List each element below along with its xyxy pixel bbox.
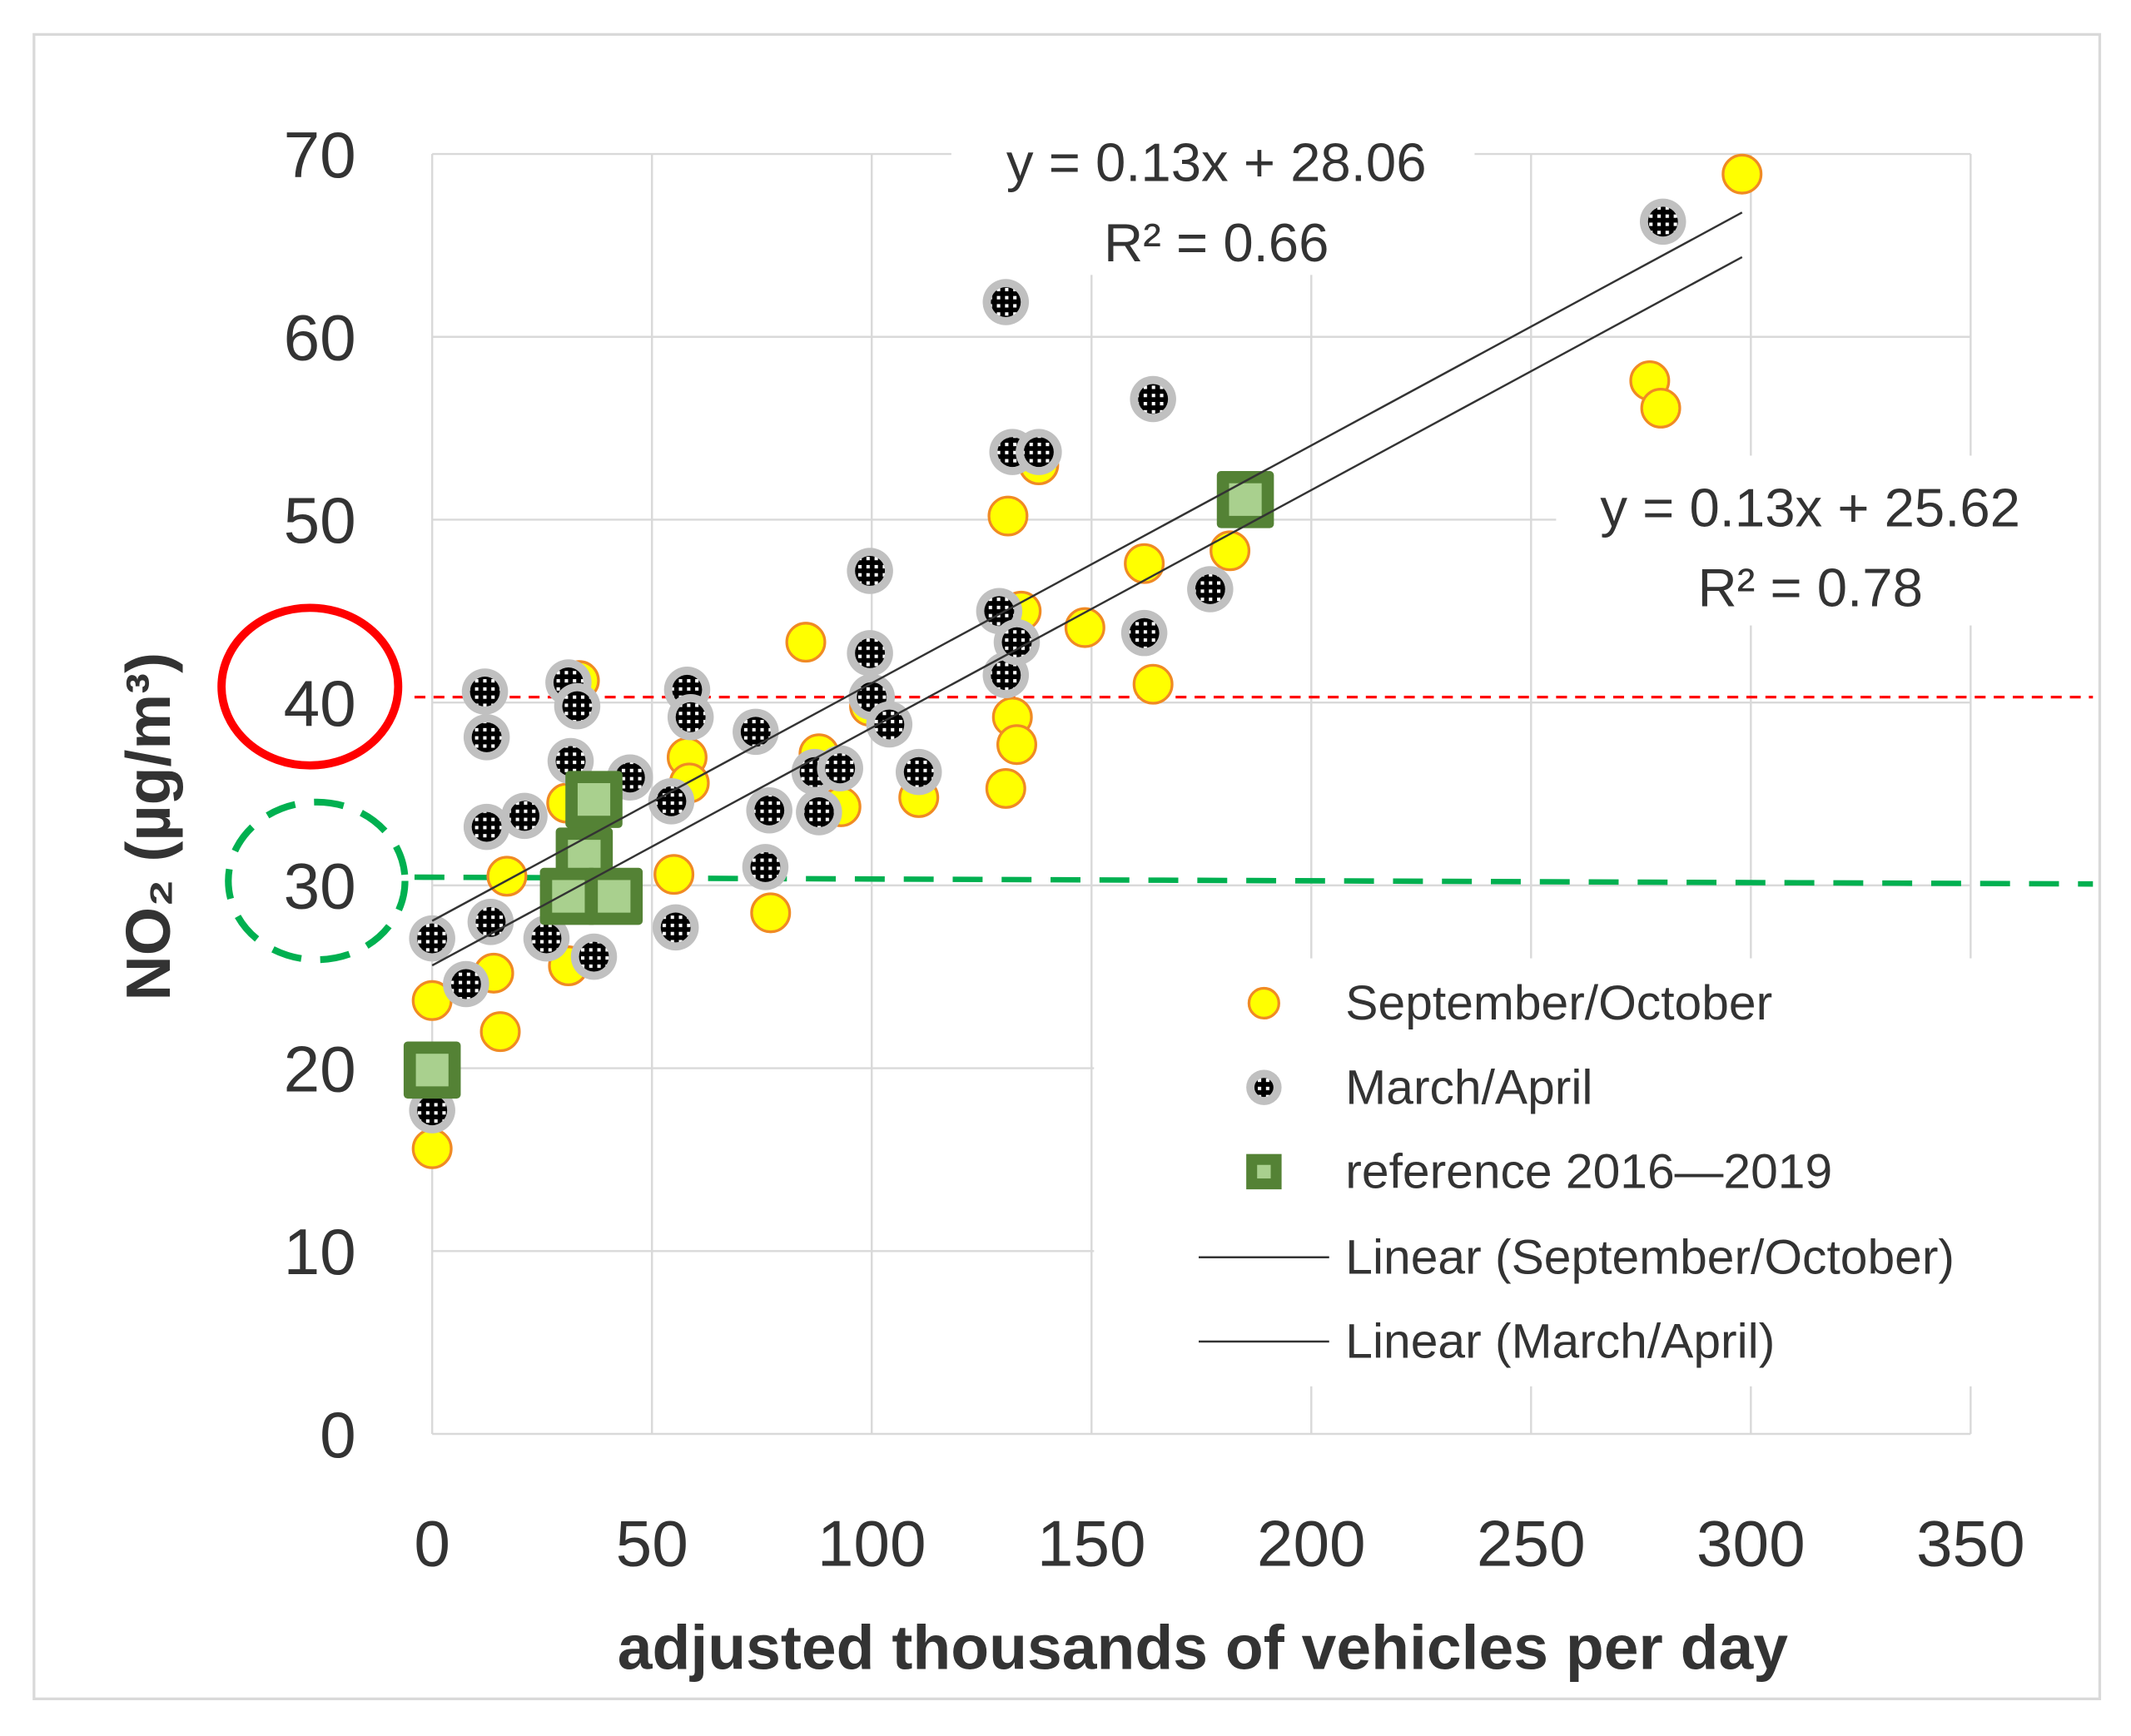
legend-label-linear-mar-apr: Linear (March/April)	[1345, 1315, 1775, 1369]
point-mar-apr-core	[471, 722, 502, 752]
equation-upper-r2: R² = 0.66	[1104, 212, 1329, 273]
point-mar-apr-core	[555, 746, 586, 776]
point-mar-apr-core	[855, 637, 886, 668]
point-sep-oct	[1640, 387, 1681, 429]
point-mar-apr-core	[656, 786, 687, 816]
point-sep-oct	[1124, 543, 1165, 584]
legend-marker-mar-apr-core	[1254, 1078, 1274, 1098]
highlight-circle-30	[225, 798, 409, 964]
point-mar-apr-core	[874, 709, 905, 740]
equation-upper-formula: y = 0.13x + 28.06	[1006, 132, 1427, 193]
legend-marker-reference-core	[1257, 1164, 1271, 1179]
x-tick-label: 300	[1696, 1506, 1806, 1580]
point-mar-apr-core	[614, 762, 645, 793]
legend-label-linear-sep-oct: Linear (September/October)	[1345, 1230, 1955, 1284]
equation-upper: y = 0.13x + 28.06 R² = 0.66	[951, 125, 1475, 275]
x-tick-label: 150	[1037, 1506, 1146, 1580]
point-mar-apr-core	[660, 912, 691, 943]
point-mar-apr-core	[803, 797, 834, 827]
y-axis-title: NO₂ (µg/m³)	[113, 652, 183, 1001]
point-mar-apr-core	[1138, 384, 1169, 414]
legend-label-reference: reference 2016—2019	[1345, 1144, 1832, 1198]
reference-lines	[414, 695, 2094, 887]
point-mar-apr-core	[579, 941, 609, 972]
point-mar-apr-core	[469, 677, 500, 707]
point-mar-apr-core	[754, 795, 785, 826]
point-mar-apr-core	[471, 811, 502, 842]
equation-lower-formula: y = 0.13x + 25.62	[1600, 477, 2020, 538]
x-tick-label: 250	[1477, 1506, 1586, 1580]
point-mar-apr-core	[825, 753, 856, 784]
point-sep-oct	[750, 892, 792, 934]
point-mar-apr-core	[991, 287, 1021, 317]
point-mar-apr-core	[740, 717, 771, 747]
y-tick-label: 10	[284, 1215, 356, 1288]
point-sep-oct	[996, 724, 1037, 766]
point-sep-oct	[479, 1011, 521, 1053]
point-mar-apr-core	[991, 660, 1021, 691]
point-reference-core	[415, 1054, 449, 1087]
point-mar-apr-core	[417, 1095, 448, 1126]
legend-label-sep-oct: September/October	[1345, 976, 1772, 1030]
point-mar-apr-core	[531, 923, 562, 954]
point-mar-apr-core	[509, 801, 540, 831]
y-tick-label: 60	[284, 301, 356, 374]
data-points	[403, 153, 1763, 1169]
point-sep-oct	[1721, 153, 1763, 195]
point-mar-apr-core	[450, 969, 481, 999]
trendline	[431, 211, 1743, 922]
legend-label-mar-apr: March/April	[1345, 1060, 1592, 1114]
point-mar-apr-core	[417, 923, 448, 954]
tick-labels: 0 50 100 150 200 250 300 350 0 10 20 30 40 50 60 70	[284, 118, 2025, 1580]
point-mar-apr-core	[1001, 627, 1032, 657]
point-mar-apr-core	[1647, 206, 1678, 237]
legend-marker-sep-oct	[1247, 986, 1280, 1020]
highlight-circle-40	[217, 603, 403, 770]
x-tick-label: 350	[1916, 1506, 2025, 1580]
limit-line-30	[414, 874, 2094, 887]
point-mar-apr-core	[675, 702, 706, 732]
point-sep-oct	[1132, 663, 1174, 705]
y-tick-label: 30	[284, 850, 356, 923]
y-tick-label: 0	[320, 1398, 356, 1471]
chart-frame	[32, 32, 2102, 1700]
point-sep-oct	[785, 622, 827, 663]
trendlines	[431, 211, 1743, 967]
point-reference-core	[577, 783, 611, 816]
point-sep-oct	[985, 767, 1026, 809]
y-tick-label: 70	[284, 118, 356, 191]
point-mar-apr-core	[750, 851, 781, 882]
y-tick-label: 50	[284, 484, 356, 557]
point-reference-core	[1229, 483, 1262, 516]
point-reference-core	[598, 880, 631, 913]
legend: September/October March/April reference …	[1094, 958, 1998, 1386]
y-tick-label: 20	[284, 1032, 356, 1105]
point-mar-apr-core	[1129, 618, 1160, 648]
trendline	[431, 255, 1743, 967]
point-mar-apr-core	[855, 556, 886, 586]
point-mar-apr-core	[1195, 573, 1225, 604]
point-mar-apr-core	[1023, 437, 1054, 468]
x-tick-label: 100	[817, 1506, 926, 1580]
x-axis-title: adjusted thousands of vehicles per day	[618, 1612, 1789, 1682]
point-mar-apr-core	[475, 906, 506, 937]
point-sep-oct	[411, 1128, 453, 1169]
point-sep-oct	[653, 854, 695, 895]
x-tick-label: 200	[1257, 1506, 1366, 1580]
point-mar-apr-core	[903, 756, 934, 787]
equation-lower-r2: R² = 0.78	[1697, 558, 1922, 618]
point-mar-apr-core	[562, 691, 593, 722]
point-sep-oct	[1064, 607, 1105, 648]
equation-lower: y = 0.13x + 25.62 R² = 0.78	[1556, 455, 2066, 626]
x-tick-label: 0	[414, 1506, 450, 1580]
x-tick-label: 50	[616, 1506, 688, 1580]
y-tick-label: 40	[284, 667, 356, 740]
point-sep-oct	[486, 856, 528, 897]
point-sep-oct	[1210, 530, 1251, 572]
point-sep-oct	[987, 495, 1029, 537]
